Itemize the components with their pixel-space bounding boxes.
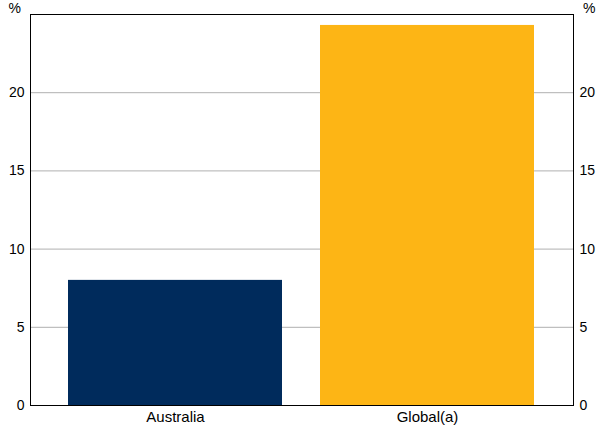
svg-text:%: % (583, 0, 595, 16)
svg-text:15: 15 (580, 162, 596, 178)
svg-text:5: 5 (580, 319, 588, 335)
svg-text:0: 0 (580, 397, 588, 413)
svg-text:0: 0 (17, 397, 25, 413)
svg-text:20: 20 (580, 84, 596, 100)
svg-text:10: 10 (9, 241, 25, 257)
svg-text:5: 5 (17, 319, 25, 335)
svg-text:15: 15 (9, 162, 25, 178)
svg-text:%: % (9, 0, 21, 16)
svg-text:Global(a): Global(a) (397, 408, 459, 425)
svg-text:Australia: Australia (146, 408, 205, 425)
svg-text:20: 20 (9, 84, 25, 100)
svg-text:10: 10 (580, 241, 596, 257)
